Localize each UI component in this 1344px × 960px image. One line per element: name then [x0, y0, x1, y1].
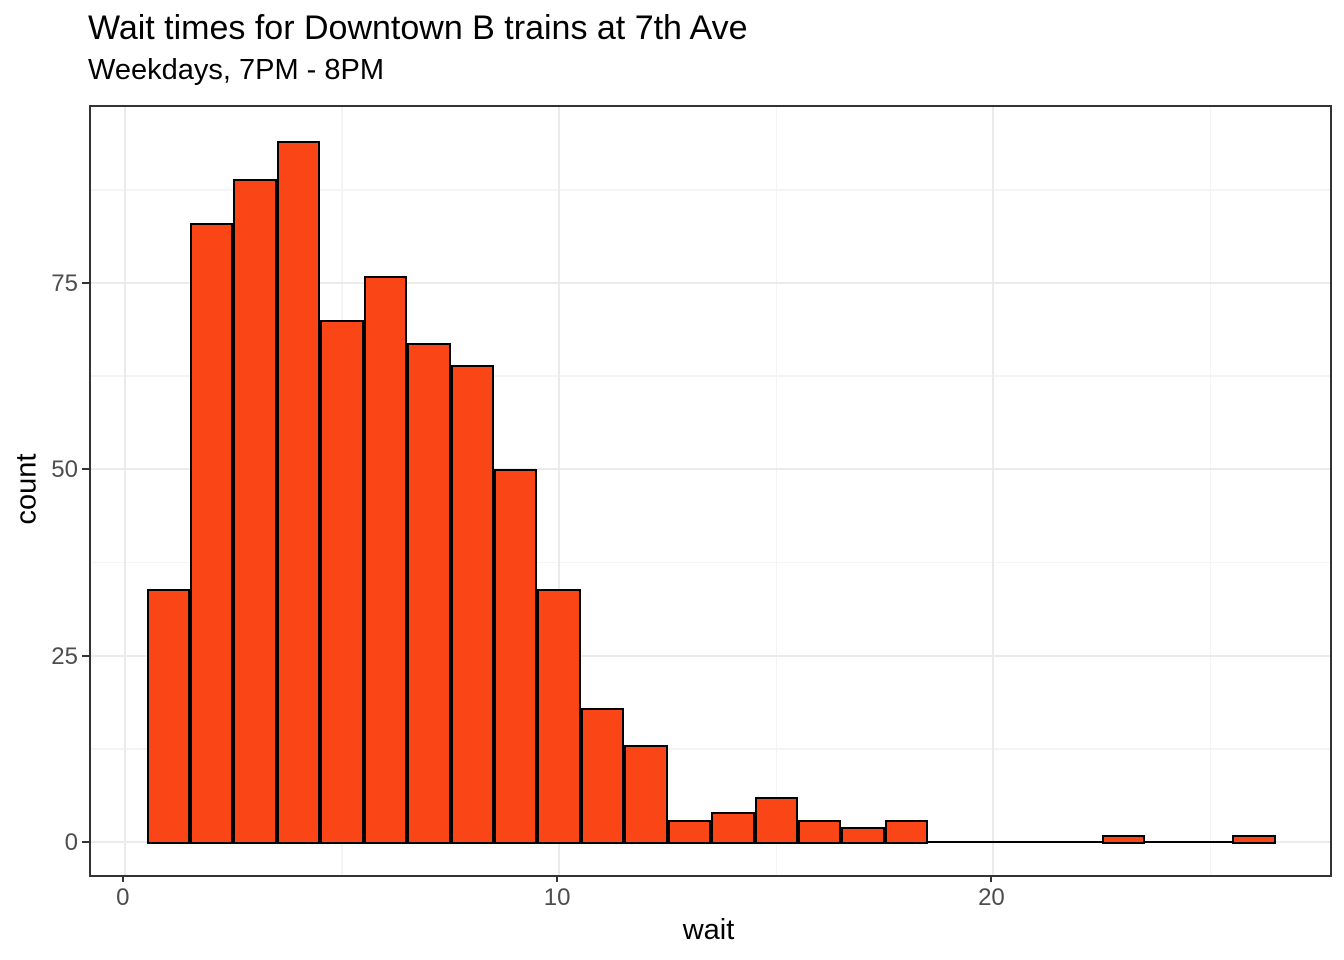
y-tick-mark [82, 841, 89, 844]
y-minor-gridline [91, 189, 1330, 191]
histogram-bar [667, 819, 712, 845]
histogram-bar [798, 819, 842, 845]
y-minor-gridline [91, 748, 1330, 750]
y-axis-title: count [10, 453, 43, 525]
histogram-bar [450, 364, 494, 845]
x-tick-mark [990, 875, 993, 882]
histogram-bar [624, 745, 668, 845]
x-tick-label: 10 [543, 884, 571, 911]
x-minor-gridline [1209, 107, 1212, 875]
x-major-gridline [123, 107, 126, 875]
plot-subtitle: Weekdays, 7PM - 8PM [88, 54, 385, 86]
histogram-bar [1102, 834, 1146, 845]
x-major-gridline [992, 107, 995, 875]
histogram-bar [494, 469, 538, 845]
y-tick-label: 0 [64, 829, 78, 857]
histogram-bar [320, 320, 364, 845]
y-minor-gridline [91, 375, 1330, 377]
x-tick-mark [556, 875, 559, 882]
histogram-bar [754, 797, 798, 845]
y-minor-gridline [91, 561, 1330, 564]
histogram-bar [1232, 834, 1276, 845]
x-tick-label: 0 [116, 884, 130, 911]
plot-title: Wait times for Downtown B trains at 7th … [88, 9, 748, 47]
histogram-bar [884, 819, 929, 845]
x-tick-mark [121, 875, 124, 882]
histogram-bar [190, 223, 234, 845]
histogram-bar [841, 827, 885, 845]
histogram-bar [711, 812, 755, 845]
y-tick-label: 75 [51, 269, 78, 297]
y-tick-mark [82, 281, 89, 284]
y-tick-mark [82, 468, 89, 471]
y-tick-mark [82, 654, 89, 657]
histogram-bar [363, 275, 408, 845]
histogram-bar [580, 707, 625, 845]
histogram-bar [146, 588, 190, 845]
histogram-bar [407, 342, 451, 845]
y-major-gridline [91, 281, 1330, 284]
y-tick-label: 25 [51, 642, 78, 670]
x-axis-title: wait [682, 914, 735, 946]
x-minor-gridline [775, 107, 778, 875]
y-major-gridline [91, 468, 1330, 471]
histogram-bar [233, 178, 277, 845]
x-major-gridline [558, 107, 561, 875]
plot-panel [89, 105, 1332, 877]
y-tick-label: 50 [51, 456, 78, 484]
histogram-bar [537, 588, 581, 845]
x-tick-label: 20 [978, 884, 1005, 911]
histogram-bar [276, 141, 321, 845]
y-major-gridline [91, 654, 1330, 657]
